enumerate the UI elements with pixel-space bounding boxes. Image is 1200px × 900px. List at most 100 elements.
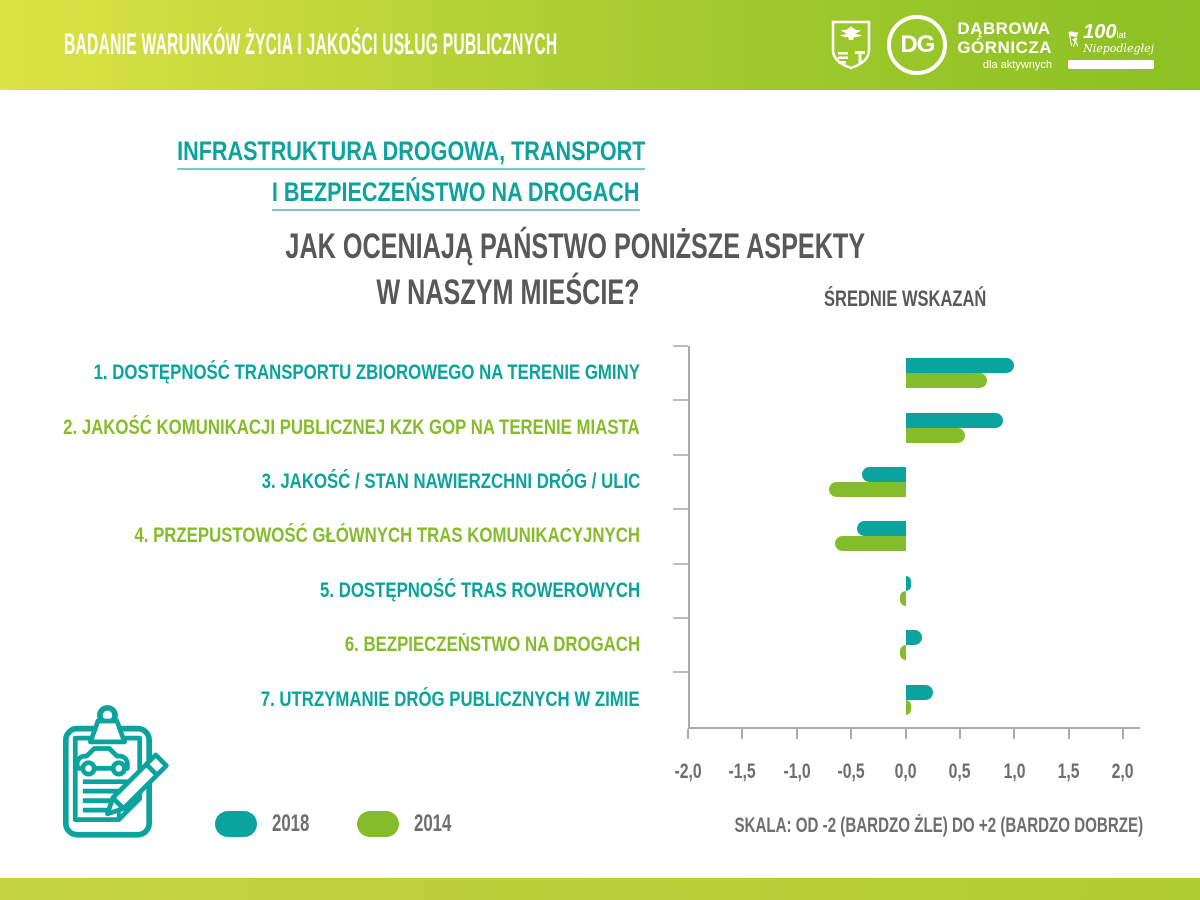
y-axis-tick (673, 345, 688, 347)
clipboard-car-icon (62, 704, 169, 838)
bar-2014-5 (900, 590, 906, 606)
bar-2018-4 (856, 521, 906, 537)
bar-2014-6 (900, 645, 906, 661)
x-axis-tick (795, 729, 798, 739)
legend-label-2018: 2018 (272, 810, 325, 838)
header-bar: BADANIE WARUNKÓW ŻYCIA I JAKOŚCI USŁUG P… (0, 0, 1200, 90)
category-label-3: 3. JAKOŚĆ / STAN NAWIERZCHNI DRÓG / ULIC (261, 469, 640, 493)
header-logos: DG DĄBROWA GÓRNICZA dla aktywnych (831, 0, 1154, 90)
x-axis-label-text: -1,5 (728, 760, 756, 783)
city-tagline: dla aktywnych (982, 59, 1052, 71)
bar-2018-3 (862, 467, 906, 482)
centennial-logo: 100lat Niepodległej (1068, 22, 1154, 69)
x-axis-label-text: -0,5 (837, 760, 865, 783)
x-axis-label--1,5: -1,5 (702, 760, 782, 784)
dg-city-logo: DG DĄBROWA GÓRNICZA dla aktywnych (887, 15, 1052, 75)
centennial-lat: lat (1116, 29, 1126, 40)
x-axis-tick (1067, 729, 1070, 739)
x-axis-tick (958, 729, 961, 739)
x-axis-label-text: -1,0 (783, 760, 811, 783)
x-axis-tick (741, 729, 744, 739)
category-label-2: 2. JAKOŚĆ KOMUNIKACJI PUBLICZNEJ KZK GOP… (63, 415, 640, 439)
y-axis-tick (673, 454, 688, 456)
x-axis (688, 727, 1140, 729)
x-axis-labels: -2,0 -1,5 -1,0 -0,5 0,0 0,5 1,0 1,5 2,0 (674, 760, 1134, 786)
x-axis-label--2,0: -2,0 (648, 760, 728, 784)
y-axis (688, 346, 690, 729)
x-axis-label--0,5: -0,5 (811, 760, 891, 784)
city-name-block: DĄBROWA GÓRNICZA dla aktywnych (957, 19, 1052, 71)
category-row: 6. BEZPIECZEŃSTWO NA DROGACH (60, 618, 640, 672)
coat-of-arms-logo (832, 20, 871, 70)
x-axis-tick (850, 729, 853, 739)
category-label-5: 5. DOSTĘPNOŚĆ TRAS ROWEROWYCH (319, 578, 640, 602)
x-axis-label-1,0: 1,0 (974, 760, 1054, 784)
x-axis-label--1,0: -1,0 (757, 760, 837, 784)
legend-swatch-2018 (215, 811, 257, 837)
city-name-line2: GÓRNICZA (957, 38, 1052, 57)
legend: 2018 2014 (215, 810, 500, 838)
y-axis-tick (673, 508, 688, 510)
x-axis-tick (1013, 729, 1016, 739)
legend-label-text: 2018 (272, 810, 310, 837)
centennial-caption-strip (1068, 59, 1154, 69)
bar-2014-1 (905, 373, 988, 389)
category-row: 5. DOSTĘPNOŚĆ TRAS ROWEROWYCH (60, 564, 640, 618)
footer-bar (0, 878, 1200, 900)
x-axis-tick (904, 729, 907, 739)
legend-label-2014: 2014 (414, 810, 467, 838)
category-row: 2. JAKOŚĆ KOMUNIKACJI PUBLICZNEJ KZK GOP… (60, 400, 640, 454)
x-axis-label-1,5: 1,5 (1029, 760, 1109, 784)
header-title: BADANIE WARUNKÓW ŻYCIA I JAKOŚCI USŁUG P… (64, 28, 558, 61)
dg-monogram-icon: DG (887, 15, 948, 75)
x-axis-label-text: 0,0 (894, 760, 917, 783)
x-axis-label-text: -2,0 (674, 760, 702, 783)
scale-note: SKALA: OD -2 (BARDZO ŹLE) DO +2 (BARDZO … (734, 814, 1144, 837)
section-subtitle: INFRASTRUKTURA DROGOWA, TRANSPORT I BEZP… (60, 138, 646, 220)
flag-bearer-icon (1068, 31, 1079, 47)
category-label-1: 1. DOSTĘPNOŚĆ TRANSPORTU ZBIOROWEGO NA T… (93, 361, 640, 385)
x-axis-label-0,5: 0,5 (920, 760, 1000, 784)
legend-label-text: 2014 (414, 810, 452, 837)
legend-swatch-2014 (357, 811, 400, 837)
y-axis-tick (673, 671, 688, 673)
bar-2018-2 (905, 412, 1004, 428)
bar-2018-5 (905, 575, 911, 591)
plot-area (673, 345, 1140, 739)
category-label-7: 7. UTRZYMANIE DRÓG PUBLICZNYCH W ZIMIE (261, 687, 640, 711)
city-name-line1: DĄBROWA (957, 19, 1051, 38)
category-row: 7. UTRZYMANIE DRÓG PUBLICZNYCH W ZIMIE (60, 672, 640, 726)
bar-2014-7 (905, 699, 911, 715)
bar-2018-6 (905, 630, 922, 646)
section-subtitle-line2: I BEZPIECZEŃSTWO NA DROGACH (272, 179, 640, 211)
x-axis-label-text: 2,0 (1112, 760, 1134, 783)
chart-title: ŚREDNIE WSKAZAŃ (824, 286, 987, 311)
bar-2018-1 (905, 358, 1015, 374)
category-label-6: 6. BEZPIECZEŃSTWO NA DROGACH (344, 633, 640, 657)
bar-2014-3 (829, 482, 906, 497)
bar-2014-2 (905, 427, 966, 443)
y-axis-tick (673, 617, 688, 619)
centennial-number: 100 (1083, 20, 1117, 43)
section-subtitle-line1: INFRASTRUKTURA DROGOWA, TRANSPORT (177, 138, 646, 170)
x-axis-label-0,0: 0,0 (866, 760, 946, 784)
x-axis-label-text: 0,5 (948, 760, 971, 783)
x-axis-label-2,0: 2,0 (1083, 760, 1163, 784)
page-title-line2: W NASZYM MIEŚCIE? (376, 273, 640, 312)
y-axis-tick (673, 563, 688, 565)
bar-2014-4 (834, 536, 906, 552)
x-axis-label-text: 1,5 (1057, 760, 1080, 783)
y-axis-tick (673, 399, 688, 401)
category-list: 1. DOSTĘPNOŚĆ TRANSPORTU ZBIOROWEGO NA T… (60, 346, 640, 727)
page-title-line1: JAK OCENIAJĄ PAŃSTWO PONIŻSZE ASPEKTY (285, 227, 866, 266)
centennial-script: Niepodległej (1083, 41, 1154, 55)
x-axis-label-text: 1,0 (1003, 760, 1026, 783)
x-axis-tick (1122, 729, 1124, 739)
bar-2018-7 (905, 684, 933, 700)
category-row: 3. JAKOŚĆ / STAN NAWIERZCHNI DRÓG / ULIC (60, 455, 640, 509)
category-row: 1. DOSTĘPNOŚĆ TRANSPORTU ZBIOROWEGO NA T… (60, 346, 640, 400)
category-label-4: 4. PRZEPUSTOWOŚĆ GŁÓWNYCH TRAS KOMUNIKAC… (134, 524, 640, 548)
category-row: 4. PRZEPUSTOWOŚĆ GŁÓWNYCH TRAS KOMUNIKAC… (60, 509, 640, 563)
page-title: JAK OCENIAJĄ PAŃSTWO PONIŻSZE ASPEKTY W … (60, 224, 865, 316)
